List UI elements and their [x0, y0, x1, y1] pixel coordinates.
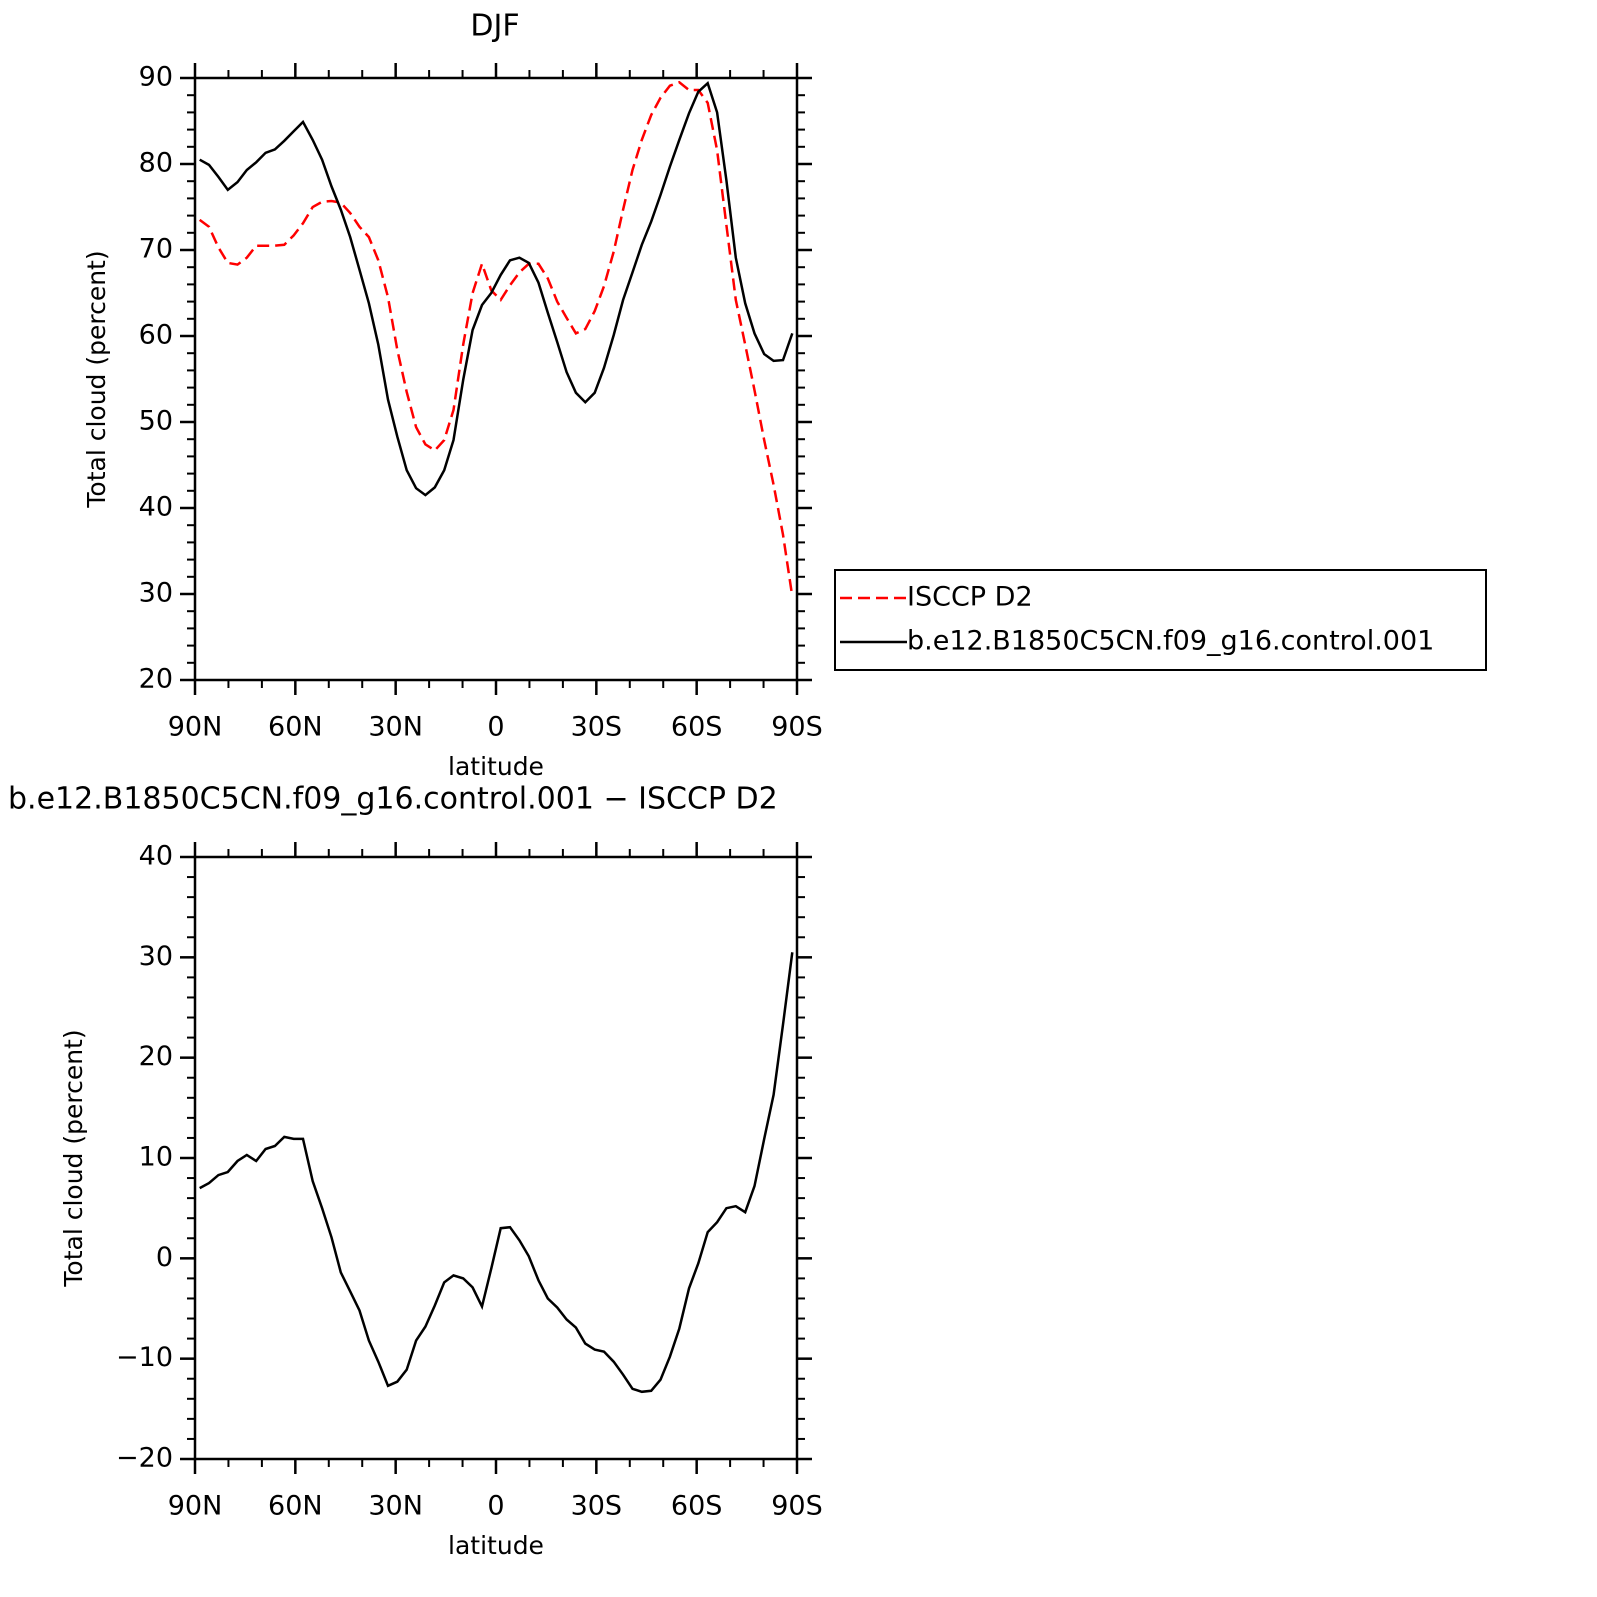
x-tick-label: 90S: [771, 712, 823, 743]
legend-label: ISCCP D2: [907, 582, 1033, 613]
y-axis-label: Total cloud (percent): [82, 250, 111, 508]
y-tick-label: 10: [139, 1142, 173, 1173]
x-tick-label: 0: [487, 1491, 504, 1522]
y-tick-label: 70: [139, 234, 173, 265]
y-axis-label: Total cloud (percent): [59, 1029, 88, 1287]
y-tick-label: 30: [139, 578, 173, 609]
y-tick-label: 40: [139, 841, 173, 872]
x-tick-label: 90S: [771, 1491, 823, 1522]
x-tick-label: 60S: [671, 1491, 723, 1522]
x-tick-label: 60N: [268, 712, 323, 743]
y-tick-label: 20: [139, 664, 173, 695]
x-tick-label: 60S: [671, 712, 723, 743]
series-line: [199, 80, 794, 497]
x-tick-label: 30N: [368, 712, 423, 743]
x-tick-label: 30S: [571, 712, 623, 743]
y-tick-label: 0: [156, 1242, 173, 1273]
legend-box: [834, 569, 1487, 671]
y-tick-label: 40: [139, 492, 173, 523]
x-tick-label: 60N: [268, 1491, 323, 1522]
x-tick-label: 90N: [168, 1491, 223, 1522]
plot-frame: [193, 76, 799, 682]
y-tick-label: −20: [116, 1443, 173, 1474]
x-axis-label: latitude: [448, 1531, 544, 1560]
y-tick-label: 20: [139, 1041, 173, 1072]
series-line: [199, 952, 794, 1394]
chart-title: b.e12.B1850C5CN.f09_g16.control.001 − IS…: [8, 782, 778, 817]
chart-title: DJF: [470, 9, 519, 44]
x-tick-label: 30S: [571, 1491, 623, 1522]
series-line: [198, 80, 794, 597]
y-tick-label: −10: [116, 1342, 173, 1373]
legend-label: b.e12.B1850C5CN.f09_g16.control.001: [907, 626, 1434, 657]
x-axis-label: latitude: [448, 752, 544, 781]
x-tick-label: 30N: [368, 1491, 423, 1522]
x-tick-label: 90N: [168, 712, 223, 743]
y-tick-label: 60: [139, 320, 173, 351]
x-tick-label: 0: [487, 712, 504, 743]
plot-frame: [193, 855, 799, 1461]
y-tick-label: 80: [139, 148, 173, 179]
y-tick-label: 30: [139, 941, 173, 972]
y-tick-label: 90: [139, 62, 173, 93]
y-tick-label: 50: [139, 406, 173, 437]
